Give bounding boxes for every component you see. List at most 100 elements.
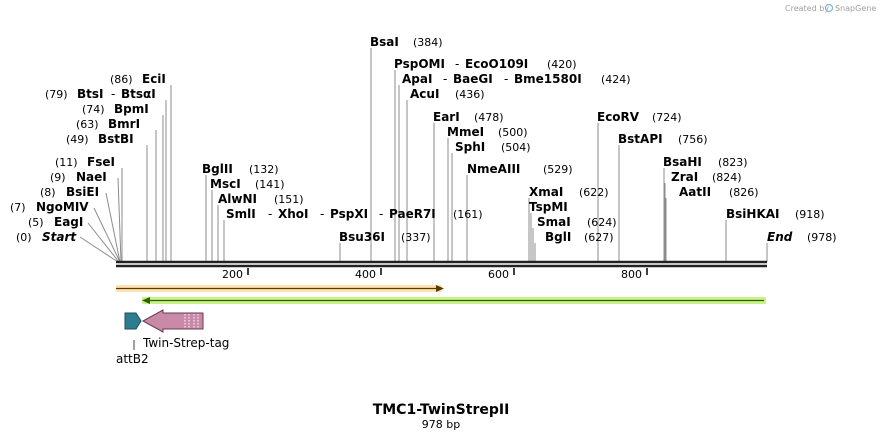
site-bsahi-pos: (823)	[718, 156, 748, 169]
site-tspmi: TspMI	[529, 200, 568, 214]
site-mmei: MmeI	[447, 125, 484, 139]
snapgene-logo-icon	[824, 3, 834, 13]
site-eari-pos: (478)	[474, 111, 504, 124]
site-nmeaiii-pos: (529)	[543, 163, 573, 176]
site-bsahi: BsaHI	[663, 155, 702, 169]
site-bsai-pos: (384)	[413, 36, 443, 49]
ruler	[247, 268, 648, 275]
site-apai: ApaI	[402, 72, 432, 86]
orange-forward-arrow	[116, 285, 444, 292]
site-fsei-pos: (11)	[55, 156, 78, 169]
site-xhoi: XhoI	[278, 207, 309, 221]
separator: -	[504, 72, 508, 86]
separator: -	[320, 207, 324, 221]
site-ecoo109i-pos: (420)	[547, 58, 577, 71]
site-acui-pos: (436)	[455, 88, 485, 101]
site-xmai: XmaI	[529, 185, 563, 199]
site-bgli-pos: (627)	[584, 231, 614, 244]
site-eagi-pos: (5)	[28, 216, 44, 229]
site-bgli: BglI	[545, 230, 571, 244]
site-baegi: BaeGI	[453, 72, 493, 86]
site-bsiei-pos: (8)	[40, 186, 56, 199]
site-naei: NaeI	[76, 170, 107, 184]
site-aatii: AatII	[679, 185, 711, 199]
site-alwni: AlwNI	[218, 192, 257, 206]
site-ecorv: EcoRV	[597, 110, 640, 124]
site-bpmi: BpmI	[114, 102, 149, 116]
site-ngomiv: NgoMIV	[36, 200, 89, 214]
site-bmri: BmrI	[108, 117, 140, 131]
site-bstbi-pos: (49)	[66, 133, 89, 146]
site-sphi: SphI	[455, 140, 485, 154]
site-ecii-pos: (86)	[110, 73, 133, 86]
ruler-tick-400: 400	[355, 268, 376, 281]
site-smli: SmlI	[226, 207, 256, 221]
ruler-tick-200: 200	[222, 268, 243, 281]
site-start: Start	[42, 230, 77, 244]
site-naei-pos: (9)	[50, 171, 66, 184]
site-ecorv-pos: (724)	[652, 111, 682, 124]
attb2-feature	[124, 312, 142, 350]
separator: -	[111, 87, 115, 101]
site-zrai: ZraI	[671, 170, 698, 184]
site-end: End	[767, 230, 793, 244]
site-pspomi: PspOMI	[394, 57, 445, 71]
site-bglii-pos: (132)	[249, 163, 279, 176]
site-ngomiv-pos: (7)	[10, 201, 26, 214]
site-start-pos: (0)	[16, 231, 32, 244]
site-bstapi: BstAPI	[618, 132, 663, 146]
site-end-pos: (978)	[807, 231, 837, 244]
site-bpmi-pos: (74)	[82, 103, 105, 116]
site-zrai-pos: (824)	[712, 171, 742, 184]
site-bstapi-pos: (756)	[678, 133, 708, 146]
attb2-label: attB2	[116, 352, 149, 366]
site-paer7i: PaeR7I	[389, 207, 436, 221]
site-bstbi: BstBI	[98, 132, 134, 146]
sequence-backbone	[116, 260, 767, 268]
site-btsi-pos: (79)	[45, 88, 68, 101]
ruler-tick-800: 800	[621, 268, 642, 281]
separator: -	[443, 72, 447, 86]
green-reverse-arrow	[142, 297, 766, 304]
site-pspxi: PspXI	[330, 207, 368, 221]
site-eari: EarI	[433, 110, 460, 124]
site-sphi-pos: (504)	[501, 141, 531, 154]
site-bglii: BglII	[202, 162, 233, 176]
site-bsihkai-pos: (918)	[795, 208, 825, 221]
site-msci: MscI	[210, 177, 241, 191]
site-bsiei: BsiEI	[66, 185, 99, 199]
site-aatii-pos: (826)	[729, 186, 759, 199]
site-bsu36i-pos: (337)	[401, 231, 431, 244]
site-alwni-pos: (151)	[274, 193, 304, 206]
credit-brand: SnapGene	[835, 4, 876, 13]
site-bme1580i: Bme1580I	[514, 72, 582, 86]
site-bsu36i: Bsu36I	[339, 230, 385, 244]
site-bsihkai: BsiHKAI	[726, 207, 780, 221]
site-smai-pos: (624)	[587, 216, 617, 229]
ruler-tick-600: 600	[488, 268, 509, 281]
map-title: TMC1-TwinStrepII	[373, 402, 510, 418]
site-msci-pos: (141)	[255, 178, 285, 191]
leader-lines	[79, 48, 768, 263]
site-ecoo109i: EcoO109I	[465, 57, 528, 71]
site-ecii: EciI	[142, 72, 166, 86]
site-nmeaiii: NmeAIII	[467, 162, 520, 176]
separator: -	[268, 207, 272, 221]
twin-strep-tag-label: Twin-Strep-tag	[142, 336, 229, 350]
separator: -	[455, 57, 459, 71]
separator: -	[379, 207, 383, 221]
site-btsi: BtsI	[77, 87, 104, 101]
site-btsai: BtsαI	[121, 87, 156, 101]
credit-prefix: Created by	[785, 4, 829, 13]
twin-strep-tag-feature	[141, 309, 204, 333]
site-eagi: EagI	[54, 215, 83, 229]
site-xmai-pos: (622)	[579, 186, 609, 199]
map-length: 978 bp	[422, 418, 460, 431]
site-bme1580i-pos: (424)	[601, 73, 631, 86]
site-mmei-pos: (500)	[498, 126, 528, 139]
site-fsei: FseI	[87, 155, 115, 169]
site-bsai: BsaI	[370, 35, 399, 49]
site-acui: AcuI	[410, 87, 439, 101]
site-smai: SmaI	[537, 215, 571, 229]
